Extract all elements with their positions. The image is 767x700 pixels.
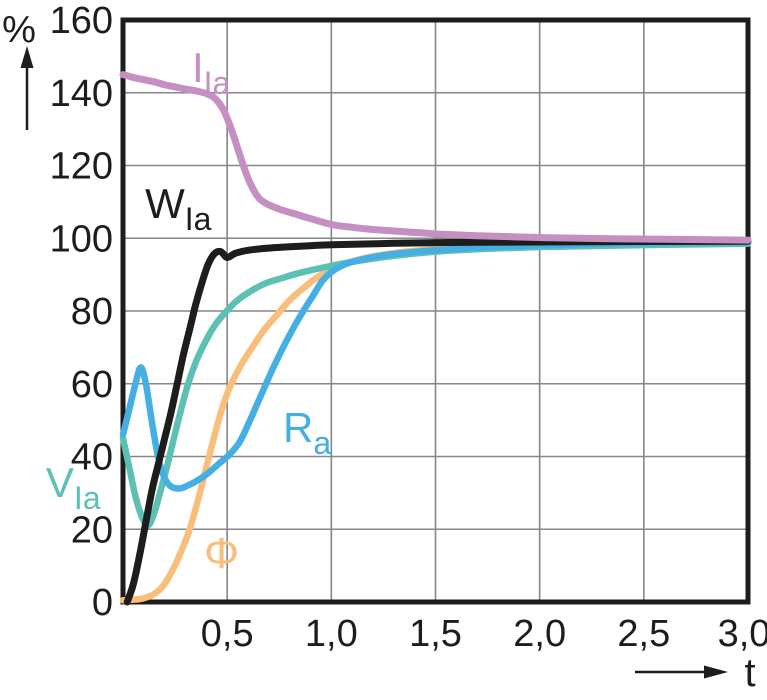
x-axis-title: t [744,651,755,695]
curve-label-W_Ia: WIa [145,180,212,237]
y-tick-label-40: 40 [71,437,113,479]
curve-I_Ia [119,71,752,244]
y-tick-label-60: 60 [71,364,113,406]
x-tick-label-3,0: 3,0 [718,613,767,655]
curve-W_Ia [123,237,752,606]
y-axis-arrow-icon [20,46,34,130]
x-tick-label-1,5: 1,5 [409,613,462,655]
y-tick-label-100: 100 [50,218,113,260]
x-tick-label-0,5: 0,5 [201,613,254,655]
y-tick-label-0: 0 [92,582,113,624]
curve-label-R_a: Ra [283,404,331,461]
label-layer: 0 20 40 60 80 100 120 140 160 0,5 1,0 1,5 2,0 2,5 3,0 Φ… [46,0,767,655]
y-tick-label-80: 80 [71,291,113,333]
y-axis-unit-label: % [2,9,36,51]
curve-layer [119,71,752,606]
x-axis-arrow-icon [635,665,728,679]
plot-border [120,17,751,605]
grid-layer [123,20,748,602]
y-tick-label-160: 160 [50,0,113,42]
y-tick-label-140: 140 [50,73,113,115]
curve-label-phi: Φ [204,529,239,578]
x-tick-label-2,5: 2,5 [617,613,670,655]
curve-R_a [119,238,752,492]
x-tick-label-1,0: 1,0 [305,613,358,655]
x-tick-label-2,0: 2,0 [513,613,566,655]
y-tick-label-120: 120 [50,146,113,188]
y-tick-label-20: 20 [71,509,113,551]
